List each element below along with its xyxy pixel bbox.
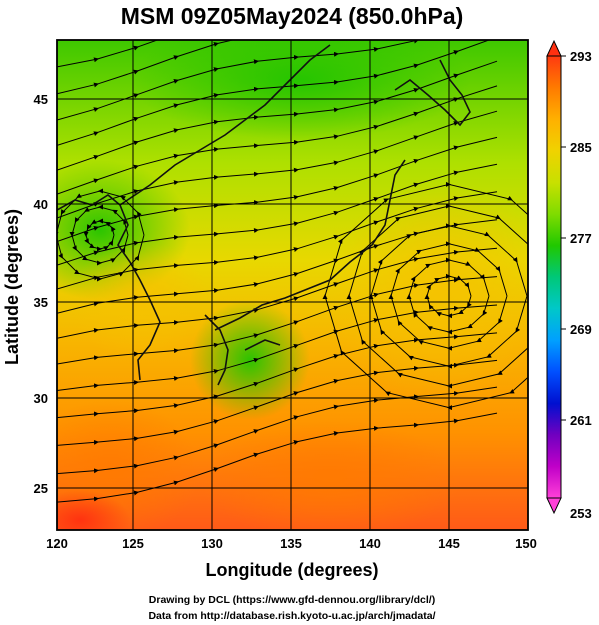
streamline [57,412,498,503]
colorbar-tick-label: 261 [570,413,592,428]
colorbar-tick-label: 277 [570,231,592,246]
y-tick-labels: 25 30 35 40 45 [34,92,48,496]
y-tick-label: 35 [34,295,48,310]
y-tick-label: 40 [34,197,48,212]
chart-title: MSM 09Z05May2024 (850.0hPa) [121,3,464,29]
x-tick-label: 125 [122,536,144,551]
coastlines [57,44,471,386]
x-axis-label: Longitude (degrees) [205,560,378,580]
colorbar-scale [546,55,562,499]
colorbar-tick-label: 269 [570,322,592,337]
x-tick-label: 130 [201,536,223,551]
colorbar-bottom-triangle [546,497,562,515]
colorbar-tick-label: 253 [570,506,592,521]
x-tick-labels: 120 125 130 135 140 145 150 [46,536,537,551]
y-tick-label: 30 [34,391,48,406]
credit-line-data: Data from http://database.rish.kyoto-u.a… [148,610,435,622]
x-tick-label: 150 [515,536,537,551]
x-tick-label: 120 [46,536,68,551]
x-tick-label: 140 [359,536,381,551]
x-tick-label: 135 [280,536,302,551]
x-tick-label: 145 [438,536,460,551]
grid-lines [57,40,528,530]
colorbar-tick-label: 293 [570,49,592,64]
wind-streamlines [57,40,528,503]
plot-frame [56,39,529,531]
colorbar-top-triangle [546,39,562,57]
y-axis-label: Latitude (degrees) [2,209,22,365]
colorbar: 293 285 277 269 261 253 [546,39,592,521]
y-tick-label: 45 [34,92,48,107]
credit-line-drawing: Drawing by DCL (https://www.gfd-dennou.o… [149,594,435,606]
colorbar-tick-label: 285 [570,140,592,155]
y-tick-label: 25 [34,481,48,496]
